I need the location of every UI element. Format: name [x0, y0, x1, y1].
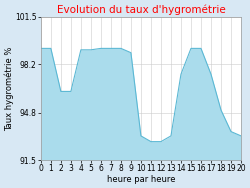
- X-axis label: heure par heure: heure par heure: [107, 175, 175, 184]
- Y-axis label: Taux hygrométrie %: Taux hygrométrie %: [4, 46, 14, 131]
- Title: Evolution du taux d'hygrométrie: Evolution du taux d'hygrométrie: [56, 4, 225, 15]
